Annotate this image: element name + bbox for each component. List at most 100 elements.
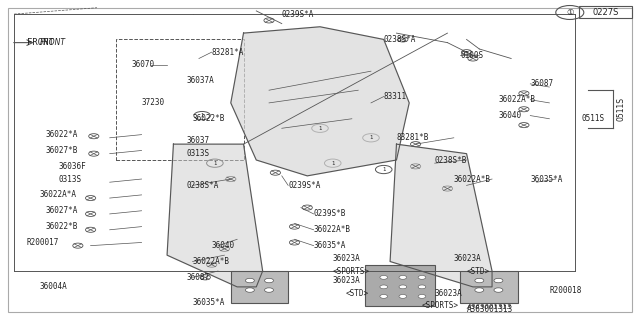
- Circle shape: [89, 134, 99, 139]
- Circle shape: [246, 278, 254, 283]
- Text: 36023A: 36023A: [333, 276, 360, 285]
- Text: 36022A*B: 36022A*B: [499, 95, 536, 104]
- Text: <STD>: <STD>: [346, 289, 369, 298]
- Text: 36040: 36040: [212, 241, 235, 250]
- Text: 0100S: 0100S: [460, 51, 483, 60]
- Circle shape: [494, 278, 503, 283]
- Circle shape: [519, 107, 529, 112]
- Text: 0511S: 0511S: [616, 97, 625, 121]
- Circle shape: [399, 294, 406, 298]
- Circle shape: [397, 37, 408, 42]
- Text: 36022A*B: 36022A*B: [193, 257, 230, 266]
- Text: 36022A*B: 36022A*B: [314, 225, 351, 234]
- Polygon shape: [390, 144, 492, 287]
- Bar: [365, 265, 435, 306]
- Circle shape: [475, 288, 484, 292]
- Text: A363001313: A363001313: [467, 304, 512, 310]
- Circle shape: [200, 275, 211, 280]
- Circle shape: [86, 196, 96, 201]
- Circle shape: [246, 288, 254, 292]
- Circle shape: [89, 151, 99, 156]
- Text: 37230: 37230: [141, 99, 164, 108]
- Text: A363001313: A363001313: [467, 305, 513, 314]
- Text: 1: 1: [331, 161, 335, 166]
- Text: 0239S*A: 0239S*A: [282, 10, 314, 19]
- Circle shape: [442, 186, 452, 191]
- Text: 36036F: 36036F: [59, 162, 86, 171]
- Circle shape: [380, 294, 388, 298]
- Circle shape: [418, 285, 426, 289]
- Text: 0313S: 0313S: [59, 174, 82, 184]
- Circle shape: [73, 243, 83, 248]
- Circle shape: [494, 288, 503, 292]
- Circle shape: [399, 285, 406, 289]
- Text: 1: 1: [369, 135, 372, 140]
- Text: 36027*B: 36027*B: [46, 146, 78, 155]
- Text: 0238S*A: 0238S*A: [186, 181, 218, 190]
- Circle shape: [519, 123, 529, 128]
- Text: 0313S: 0313S: [186, 149, 209, 158]
- Circle shape: [226, 177, 236, 181]
- Bar: [116, 39, 244, 160]
- Text: <STD>: <STD>: [467, 267, 490, 276]
- Circle shape: [468, 56, 478, 61]
- Circle shape: [410, 142, 420, 147]
- Circle shape: [264, 18, 274, 23]
- Text: 0238S*B: 0238S*B: [435, 156, 467, 164]
- Circle shape: [264, 288, 273, 292]
- Circle shape: [270, 170, 280, 175]
- Text: 36022*B: 36022*B: [193, 114, 225, 123]
- Text: 83311: 83311: [384, 92, 407, 101]
- Text: 36022*A: 36022*A: [46, 130, 78, 139]
- Text: 36022A*B: 36022A*B: [454, 174, 491, 184]
- Circle shape: [399, 276, 406, 279]
- Circle shape: [380, 285, 388, 289]
- Text: 36027*A: 36027*A: [46, 206, 78, 215]
- Circle shape: [418, 276, 426, 279]
- Text: R200017: R200017: [27, 238, 60, 247]
- Text: 1: 1: [318, 126, 322, 131]
- Circle shape: [302, 205, 312, 210]
- Text: 36023A: 36023A: [435, 289, 463, 298]
- Circle shape: [289, 240, 300, 245]
- Circle shape: [519, 91, 529, 96]
- Text: 36023A: 36023A: [333, 254, 360, 263]
- Circle shape: [380, 276, 388, 279]
- Text: 36087: 36087: [531, 79, 554, 88]
- Text: 0239S*B: 0239S*B: [314, 209, 346, 219]
- Text: 36037: 36037: [186, 136, 209, 146]
- Text: 1: 1: [213, 161, 216, 166]
- Circle shape: [207, 262, 217, 267]
- Text: 36023A: 36023A: [454, 254, 481, 263]
- Circle shape: [475, 278, 484, 283]
- Text: FRONT: FRONT: [40, 38, 66, 47]
- Circle shape: [410, 164, 420, 169]
- Polygon shape: [167, 144, 262, 287]
- Circle shape: [86, 212, 96, 216]
- Text: 36004A: 36004A: [40, 282, 67, 292]
- Text: 1: 1: [382, 167, 385, 172]
- Text: 36040: 36040: [499, 111, 522, 120]
- Text: 0239S*A: 0239S*A: [288, 181, 321, 190]
- Text: 36035*A: 36035*A: [193, 298, 225, 307]
- Bar: [231, 271, 288, 303]
- Text: ①: ①: [566, 8, 573, 17]
- Text: R200018: R200018: [549, 285, 582, 295]
- Text: 36035*A: 36035*A: [314, 241, 346, 250]
- Circle shape: [86, 227, 96, 232]
- Text: FRONT: FRONT: [27, 38, 54, 47]
- Text: 36022A*A: 36022A*A: [40, 190, 77, 199]
- Circle shape: [418, 294, 426, 298]
- Polygon shape: [231, 27, 409, 176]
- Text: 83281*A: 83281*A: [212, 48, 244, 57]
- Text: 36087: 36087: [186, 273, 209, 282]
- Text: 1: 1: [200, 113, 204, 118]
- Text: 36070: 36070: [131, 60, 154, 69]
- Text: 0511S: 0511S: [581, 114, 604, 123]
- Text: 83281*B: 83281*B: [396, 133, 429, 142]
- Circle shape: [289, 224, 300, 229]
- Text: 0227S: 0227S: [592, 8, 619, 17]
- Circle shape: [461, 50, 472, 55]
- Text: <SPORTS>: <SPORTS>: [333, 267, 370, 276]
- Text: <SPORTS>: <SPORTS>: [422, 301, 459, 310]
